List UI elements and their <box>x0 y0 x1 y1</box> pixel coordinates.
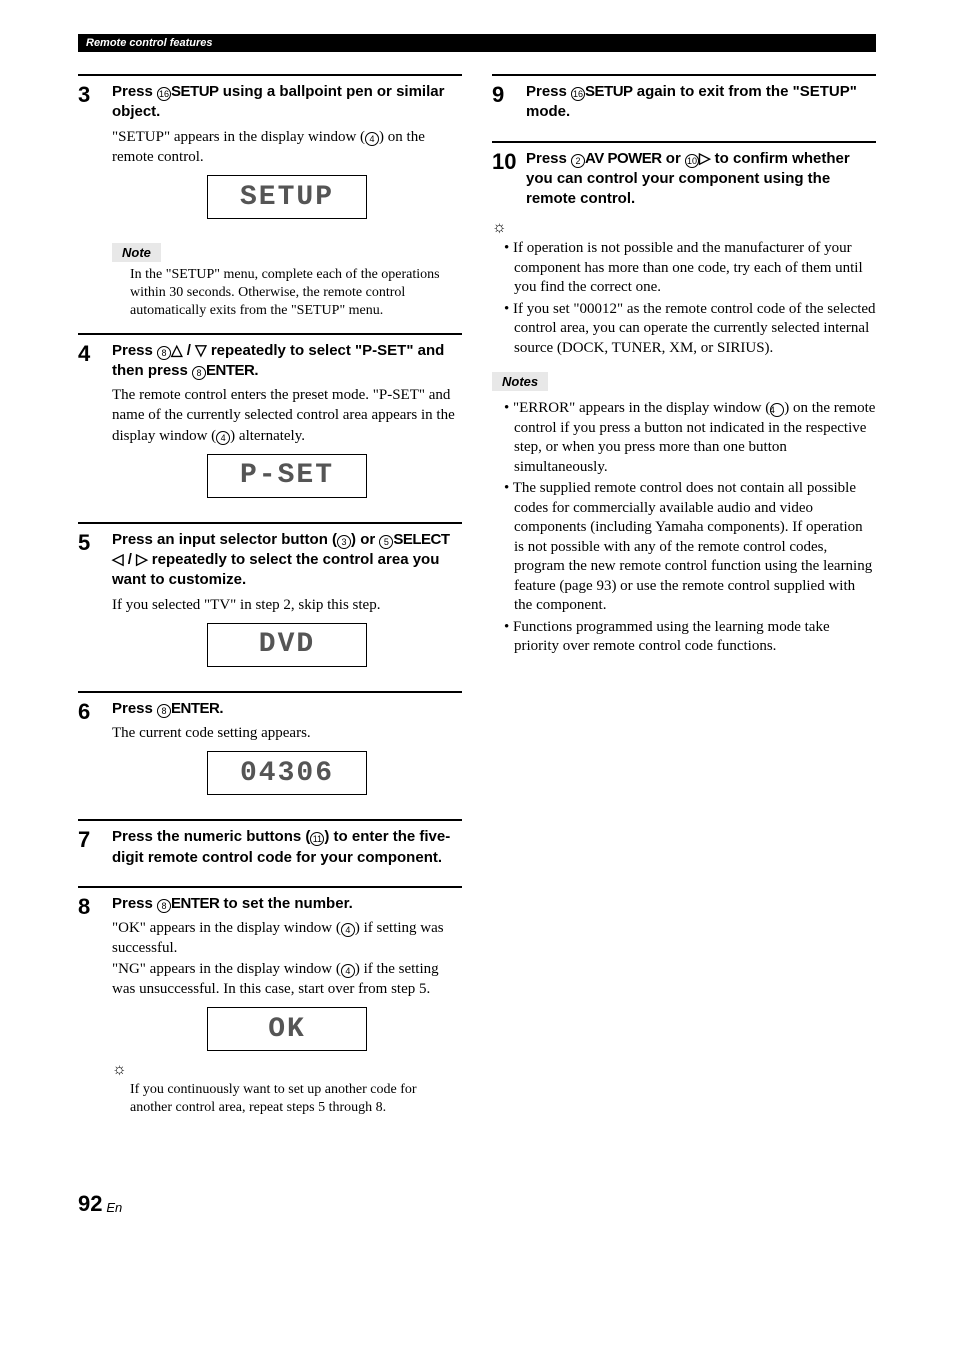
notes-label: Notes <box>492 372 548 391</box>
step-body: Press 8 / repeatedly to select "P-SET" a… <box>112 341 462 508</box>
ref-8-icon: 8 <box>157 899 171 913</box>
note-label: Note <box>112 243 161 262</box>
display-setup: SETUP <box>207 175 367 219</box>
manual-page: Remote control features 3 Press 16SETUP … <box>0 0 954 1257</box>
step-title: Press 16SETUP using a ballpoint pen or s… <box>112 82 462 123</box>
page-number: 92 En <box>78 1191 876 1217</box>
step-6: 6 Press 8ENTER. The current code setting… <box>78 691 462 806</box>
step-5: 5 Press an input selector button (3) or … <box>78 522 462 677</box>
step-number: 7 <box>78 827 112 872</box>
up-arrow-icon <box>171 342 183 359</box>
ref-4-icon: 4 <box>770 403 784 417</box>
down-arrow-icon <box>195 342 207 359</box>
ref-8-icon: 8 <box>192 366 206 380</box>
tip-item: If operation is not possible and the man… <box>504 239 876 298</box>
step-title: Press 8ENTER to set the number. <box>112 894 462 914</box>
ref-11-icon: 11 <box>310 832 324 846</box>
step-text: The remote control enters the preset mod… <box>112 385 462 446</box>
step-9: 9 Press 16SETUP again to exit from the "… <box>492 74 876 127</box>
tip-icon: ☼ <box>492 219 876 237</box>
ref-2-icon: 2 <box>571 154 585 168</box>
step-text: If you selected "TV" in step 2, skip thi… <box>112 595 462 615</box>
section-header: Remote control features <box>78 34 876 52</box>
step-title: Press the numeric buttons (11) to enter … <box>112 827 462 868</box>
left-arrow-icon <box>112 551 124 568</box>
ref-8-icon: 8 <box>157 346 171 360</box>
tip-icon: ☼ <box>112 1061 462 1079</box>
step-body: Press an input selector button (3) or 5S… <box>112 530 462 677</box>
note-item: The supplied remote control does not con… <box>504 479 876 616</box>
play-arrow-icon <box>699 150 711 167</box>
step-text: "OK" appears in the display window (4) i… <box>112 918 462 999</box>
notes-list: "ERROR" appears in the display window (4… <box>492 399 876 657</box>
step-number: 4 <box>78 341 112 508</box>
right-arrow-icon <box>136 551 148 568</box>
step-title: Press 2AV POWER or 10 to confirm whether… <box>526 149 876 210</box>
step-body: Press 16SETUP again to exit from the "SE… <box>526 82 876 127</box>
step-text: The current code setting appears. <box>112 723 462 743</box>
ref-3-icon: 3 <box>337 535 351 549</box>
step-title: Press an input selector button (3) or 5S… <box>112 530 462 591</box>
step-title: Press 8 / repeatedly to select "P-SET" a… <box>112 341 462 382</box>
ref-8-icon: 8 <box>157 704 171 718</box>
step-body: Press the numeric buttons (11) to enter … <box>112 827 462 872</box>
note-block: Note In the "SETUP" menu, complete each … <box>112 237 462 321</box>
step-10: 10 Press 2AV POWER or 10 to confirm whet… <box>492 141 876 214</box>
tip-item: If you set "00012" as the remote control… <box>504 300 876 359</box>
step-7: 7 Press the numeric buttons (11) to ente… <box>78 819 462 872</box>
ref-16-icon: 16 <box>571 87 585 101</box>
ref-5-icon: 5 <box>379 535 393 549</box>
step-body: Press 8ENTER to set the number. "OK" app… <box>112 894 462 1128</box>
display-ok: OK <box>207 1007 367 1051</box>
step-8: 8 Press 8ENTER to set the number. "OK" a… <box>78 886 462 1128</box>
display-dvd: DVD <box>207 623 367 667</box>
page-num-suffix: En <box>106 1200 122 1215</box>
note-item: Functions programmed using the learning … <box>504 618 876 657</box>
step-body: Press 16SETUP using a ballpoint pen or s… <box>112 82 462 229</box>
step-title: Press 16SETUP again to exit from the "SE… <box>526 82 876 123</box>
right-column: 9 Press 16SETUP again to exit from the "… <box>492 74 876 1141</box>
two-column-layout: 3 Press 16SETUP using a ballpoint pen or… <box>78 74 876 1141</box>
step-number: 6 <box>78 699 112 806</box>
note-item: "ERROR" appears in the display window (4… <box>504 399 876 477</box>
left-column: 3 Press 16SETUP using a ballpoint pen or… <box>78 74 462 1141</box>
step-number: 5 <box>78 530 112 677</box>
step-number: 10 <box>492 149 526 214</box>
step-body: Press 8ENTER. The current code setting a… <box>112 699 462 806</box>
step-text: "SETUP" appears in the display window (4… <box>112 127 462 168</box>
step-number: 8 <box>78 894 112 1128</box>
ref-10-icon: 10 <box>685 154 699 168</box>
tip-list: If operation is not possible and the man… <box>492 239 876 358</box>
step-3: 3 Press 16SETUP using a ballpoint pen or… <box>78 74 462 229</box>
step-body: Press 2AV POWER or 10 to confirm whether… <box>526 149 876 214</box>
step-title: Press 8ENTER. <box>112 699 462 719</box>
tip-text: If you continuously want to set up anoth… <box>130 1081 462 1117</box>
note-text: In the "SETUP" menu, complete each of th… <box>130 266 462 321</box>
ref-4-icon: 4 <box>341 923 355 937</box>
display-pset: P-SET <box>207 454 367 498</box>
step-number: 9 <box>492 82 526 127</box>
step-4: 4 Press 8 / repeatedly to select "P-SET"… <box>78 333 462 508</box>
step-number: 3 <box>78 82 112 229</box>
page-num-value: 92 <box>78 1191 102 1216</box>
ref-4-icon: 4 <box>216 431 230 445</box>
ref-4-icon: 4 <box>365 132 379 146</box>
ref-4-icon: 4 <box>341 964 355 978</box>
ref-16-icon: 16 <box>157 87 171 101</box>
display-code: 04306 <box>207 751 367 795</box>
